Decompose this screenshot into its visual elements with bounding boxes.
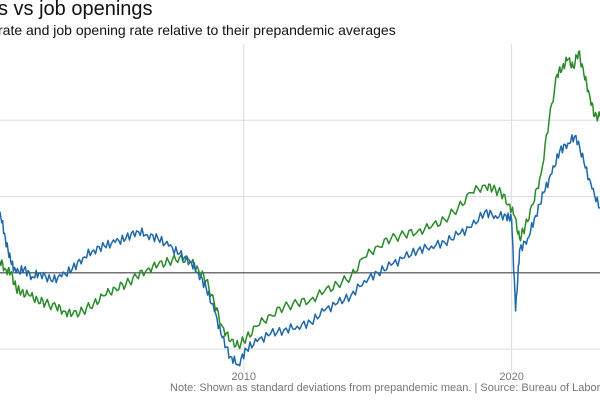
green-series-line (0, 50, 600, 350)
x-axis-ticks: 2010 2020 (232, 371, 524, 383)
source-note: Note: Shown as standard deviations from … (170, 382, 600, 394)
series-layer (0, 50, 600, 367)
chart-title: s vs job openings (0, 0, 153, 20)
x-tick-label: 2020 (499, 371, 523, 383)
x-tick-label: 2010 (232, 371, 256, 383)
chart-subtitle: rate and job opening rate relative to th… (0, 22, 396, 38)
blue-series-line (0, 134, 600, 367)
grid-layer (0, 44, 600, 372)
